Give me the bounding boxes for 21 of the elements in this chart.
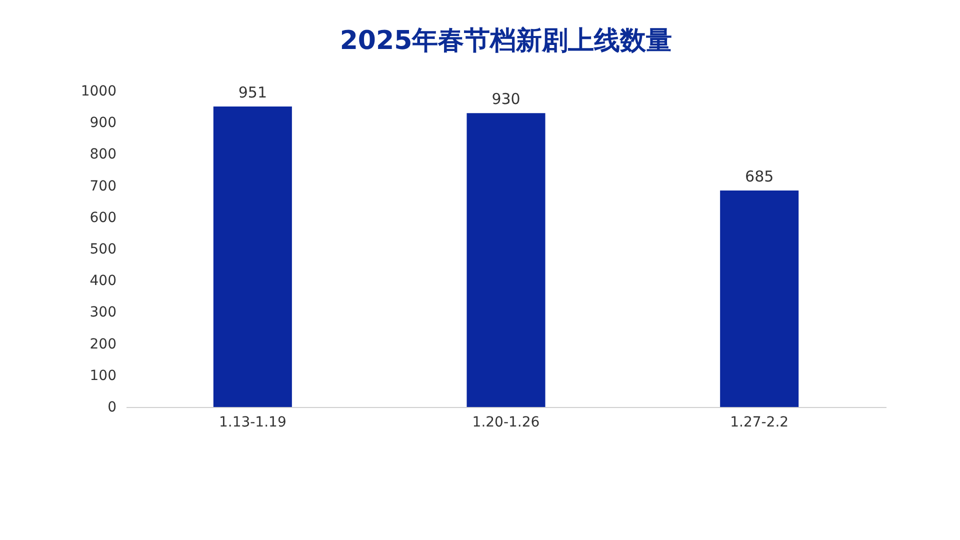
y-tick-label: 200 [90,336,116,352]
data-label: 685 [745,168,774,186]
y-tick-label: 700 [90,178,116,194]
bar [213,106,292,407]
bar [720,190,799,407]
y-tick-label: 500 [90,242,116,258]
y-tick-label: 300 [90,304,116,321]
y-tick-label: 400 [90,273,116,290]
x-tick-label: 1.20-1.26 [472,414,540,430]
y-tick-label: 600 [90,210,116,226]
y-tick-label: 0 [108,400,116,416]
y-tick-label: 1000 [80,84,116,100]
data-label: 951 [238,83,267,102]
chart-title: 2025年春节档新剧上线数量 [340,26,672,56]
data-label: 930 [492,90,520,108]
y-tick-label: 900 [90,115,116,132]
y-tick-label: 100 [90,368,116,384]
y-tick-label: 800 [90,146,116,163]
bar [466,113,546,407]
x-tick-label: 1.13-1.19 [218,414,286,430]
x-tick-label: 1.27-2.2 [730,414,789,430]
